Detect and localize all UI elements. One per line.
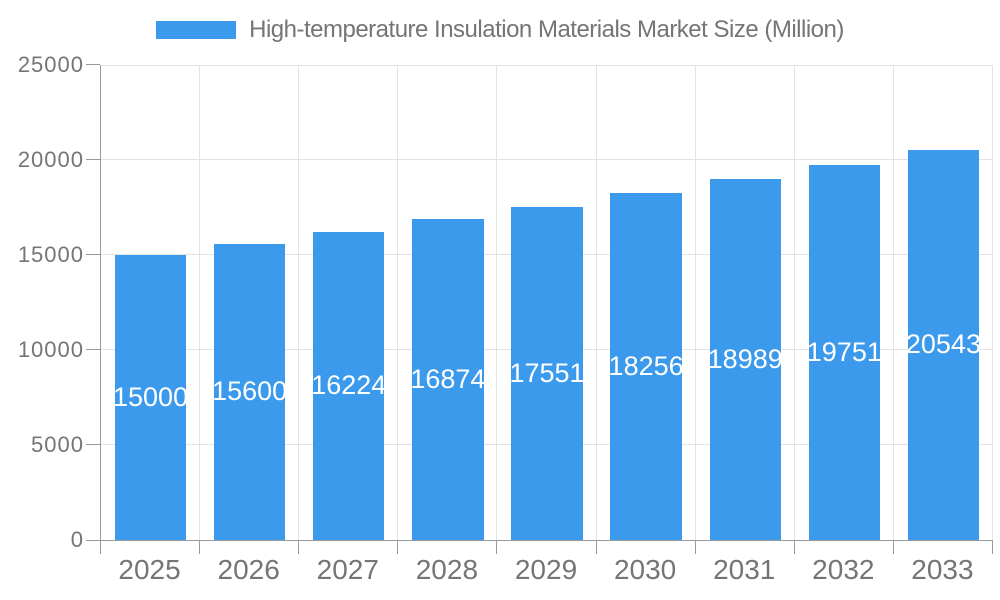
gridline-vertical: [298, 65, 300, 540]
y-axis-tick: [86, 254, 100, 255]
x-axis-label: 2028: [415, 554, 479, 585]
bar-value-label: 15600: [212, 376, 288, 407]
bar-slot: 18989: [696, 65, 795, 540]
x-axis-label: 2025: [118, 554, 181, 585]
bar[interactable]: 17551: [509, 206, 585, 540]
bar[interactable]: 18256: [608, 193, 684, 540]
bar[interactable]: 16224: [311, 231, 387, 540]
bar[interactable]: 15000: [113, 255, 189, 540]
gridline-vertical: [496, 65, 498, 540]
gridline-vertical: [892, 65, 894, 540]
bar-value-label: 19751: [806, 336, 882, 367]
gridline-vertical: [793, 65, 795, 540]
bar-value-label: 17551: [509, 357, 585, 388]
legend-item-market-size[interactable]: High-temperature Insulation Materials Ma…: [156, 16, 844, 44]
bar-value-label: 20543: [905, 329, 981, 360]
x-axis-label: 2029: [514, 554, 578, 585]
bar-slot: 19751: [795, 65, 894, 540]
x-axis-tick: [496, 540, 498, 554]
legend-swatch: [156, 21, 237, 39]
x-axis-tick: [694, 540, 696, 554]
x-axis-tick: [298, 540, 300, 554]
y-axis-tick: [86, 64, 100, 65]
x-axis-tick: [992, 540, 993, 554]
gridline-horizontal: [101, 159, 993, 160]
y-axis-tick: [86, 444, 100, 445]
y-axis-label: 5000: [31, 432, 84, 457]
bar-slot: 15000: [101, 65, 200, 540]
y-axis-label: 10000: [17, 337, 84, 362]
y-axis-label: 20000: [17, 147, 84, 172]
gridline-horizontal: [101, 65, 993, 66]
x-axis-tick: [892, 540, 894, 554]
x-axis-tick: [595, 540, 597, 554]
bar-value-label: 18989: [707, 344, 783, 375]
legend-label: High-temperature Insulation Materials Ma…: [249, 16, 844, 43]
x-axis-label: 2027: [316, 554, 379, 585]
bar-value-label: 16874: [410, 364, 486, 395]
x-axis-tick: [793, 540, 795, 554]
bar-value-label: 15000: [113, 382, 189, 412]
bar[interactable]: 16874: [410, 219, 486, 540]
bar-slot: 16224: [299, 65, 398, 540]
gridline-vertical: [694, 65, 696, 540]
bar-slot: 15600: [200, 65, 299, 540]
x-axis-label: 2031: [713, 554, 776, 585]
y-axis-label: 25000: [17, 52, 84, 77]
bar-value-label: 18256: [608, 351, 684, 382]
bar-slot: 17551: [497, 65, 596, 540]
plot-area: 15000 15600 16224 16874 17551 18256 18989 19751…: [86, 64, 993, 554]
x-axis-tick: [397, 540, 399, 554]
x-axis-label: 2030: [613, 554, 677, 585]
x-axis-tick: [199, 540, 201, 554]
x-axis-label: 2032: [812, 554, 875, 585]
bar[interactable]: 15600: [212, 243, 288, 540]
y-axis-tick: [86, 540, 100, 541]
gridline-vertical: [595, 65, 597, 540]
bar[interactable]: 19751: [806, 164, 882, 540]
gridline-vertical: [992, 65, 993, 540]
y-axis-label: 0: [70, 527, 84, 552]
bar-value-label: 16224: [311, 370, 387, 401]
bar[interactable]: 18989: [707, 179, 783, 540]
x-axis-label: 2033: [911, 554, 974, 585]
x-axis-tick: [100, 540, 101, 554]
x-axis-label: 2026: [217, 554, 280, 585]
gridline-vertical: [199, 65, 201, 540]
y-axis-tick: [86, 349, 100, 350]
y-axis-tick: [86, 159, 100, 160]
y-axis-label: 15000: [17, 242, 84, 267]
legend: High-temperature Insulation Materials Ma…: [0, 16, 1000, 44]
bar-slot: 20543: [894, 65, 993, 540]
bar-slot: 16874: [398, 65, 497, 540]
gridline-vertical: [397, 65, 399, 540]
bar-slot: 18256: [597, 65, 696, 540]
bar[interactable]: 20543: [905, 149, 981, 540]
